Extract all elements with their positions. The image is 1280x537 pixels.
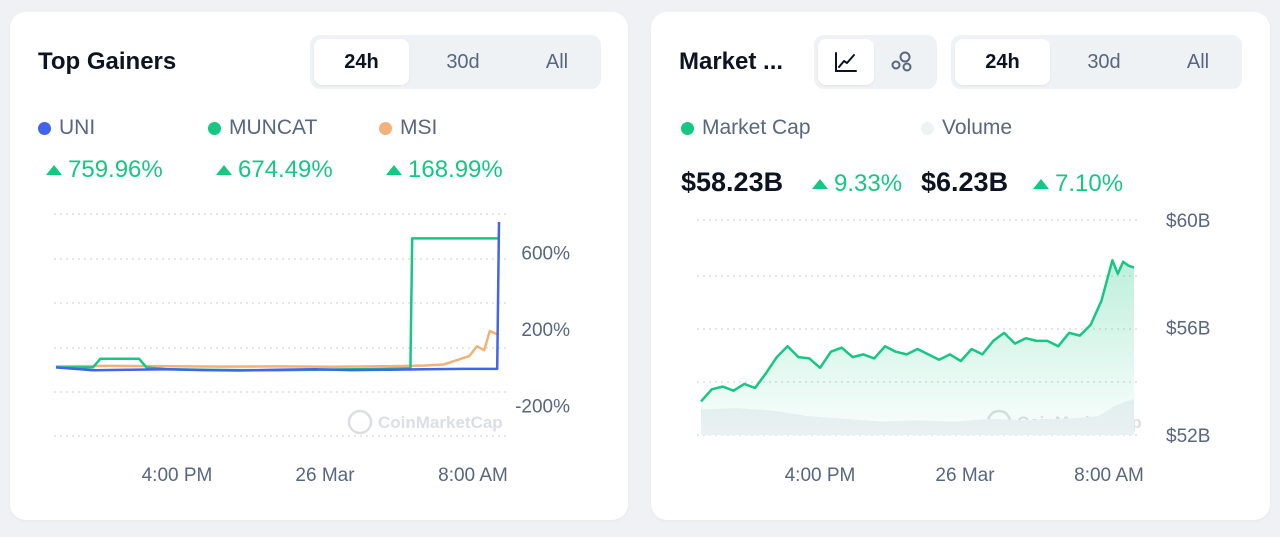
coinmarketcap-logo-icon: [347, 409, 373, 435]
y-tick-label: -200%: [515, 397, 570, 418]
up-triangle-icon: [386, 165, 402, 175]
change-value: 7.10%: [1055, 170, 1124, 197]
card-title: Market ...: [679, 48, 784, 75]
series-line-uni: [55, 221, 501, 372]
series-line-msi: [55, 329, 500, 369]
time-range-tabs: 24h 30d All: [951, 35, 1242, 89]
legend-label: Market Cap: [702, 116, 811, 139]
legend-label: UNI: [59, 116, 96, 139]
up-triangle-icon: [812, 179, 828, 189]
card-title: Top Gainers: [38, 48, 177, 75]
msi-dot-icon: [379, 121, 392, 135]
muncat-dot-icon: [208, 121, 221, 135]
top-gainers-card: Top Gainers 24h 30d All UNI MUNCAT MSI 7…: [10, 12, 628, 520]
change-value: 759.96%: [68, 156, 163, 183]
watermark-text: CoinMarketCap: [378, 413, 503, 432]
tab-24h[interactable]: 24h: [314, 39, 409, 85]
up-triangle-icon: [46, 165, 62, 175]
chart-type-toggle: [814, 35, 937, 89]
uni-change: 759.96%: [46, 156, 163, 184]
market-cap-change: 9.33%: [812, 170, 902, 198]
legend-item-msi[interactable]: MSI: [379, 116, 437, 140]
legend-item-muncat[interactable]: MUNCAT: [208, 116, 317, 140]
uni-dot-icon: [38, 121, 51, 135]
line-chart-icon: [835, 52, 857, 72]
change-value: 9.33%: [834, 170, 903, 197]
y-tick-label: $52B: [1166, 426, 1210, 447]
y-tick-label: $56B: [1166, 319, 1210, 340]
legend-item-market-cap[interactable]: Market Cap: [681, 116, 811, 140]
y-tick-label: $60B: [1166, 211, 1210, 232]
market-cap-dot-icon: [681, 121, 694, 135]
legend-item-uni[interactable]: UNI: [38, 116, 95, 140]
top-gainers-chart[interactable]: 600% 200% -200% 4:00 PM 26 Mar 8:00 AM CoinMar…: [10, 192, 628, 492]
market-cap-value: $58.23B: [681, 167, 784, 197]
x-tick-label: 26 Mar: [935, 465, 995, 486]
tab-24h[interactable]: 24h: [955, 39, 1050, 85]
line-chart-button[interactable]: [818, 39, 874, 85]
market-card: Market ... 24h 30d All Market Cap Volume…: [651, 12, 1270, 520]
series-line-market-cap: [700, 259, 1135, 403]
change-value: 674.49%: [238, 156, 333, 183]
legend-label: MSI: [400, 116, 438, 139]
up-triangle-icon: [216, 165, 232, 175]
x-tick-label: 26 Mar: [295, 465, 355, 486]
muncat-change: 674.49%: [216, 156, 333, 184]
x-tick-label: 4:00 PM: [785, 465, 856, 486]
y-tick-label: 200%: [521, 320, 570, 341]
series-line-muncat: [56, 237, 499, 372]
bubble-chart-button[interactable]: [874, 39, 930, 85]
x-tick-label: 4:00 PM: [142, 465, 213, 486]
bubble-chart-icon: [891, 51, 912, 72]
tab-all[interactable]: All: [545, 50, 569, 73]
tab-30d[interactable]: 30d: [446, 50, 480, 73]
change-value: 168.99%: [408, 156, 503, 183]
volume-dot-icon: [921, 121, 934, 135]
legend-label: Volume: [942, 116, 1013, 139]
legend-label: MUNCAT: [229, 116, 318, 139]
series-area-market-cap: [701, 260, 1134, 435]
volume-change: 7.10%: [1033, 170, 1123, 198]
msi-change: 168.99%: [386, 156, 503, 184]
x-tick-label: 8:00 AM: [1074, 465, 1144, 486]
tab-30d[interactable]: 30d: [1087, 50, 1121, 73]
legend-item-volume[interactable]: Volume: [921, 116, 1012, 140]
time-range-tabs: 24h 30d All: [310, 35, 601, 89]
y-tick-label: 600%: [521, 244, 570, 265]
tab-all[interactable]: All: [1186, 50, 1210, 73]
watermark: CoinMarketCap: [347, 409, 503, 435]
x-tick-label: 8:00 AM: [438, 465, 508, 486]
up-triangle-icon: [1033, 179, 1049, 189]
volume-value: $6.23B: [921, 167, 1009, 197]
